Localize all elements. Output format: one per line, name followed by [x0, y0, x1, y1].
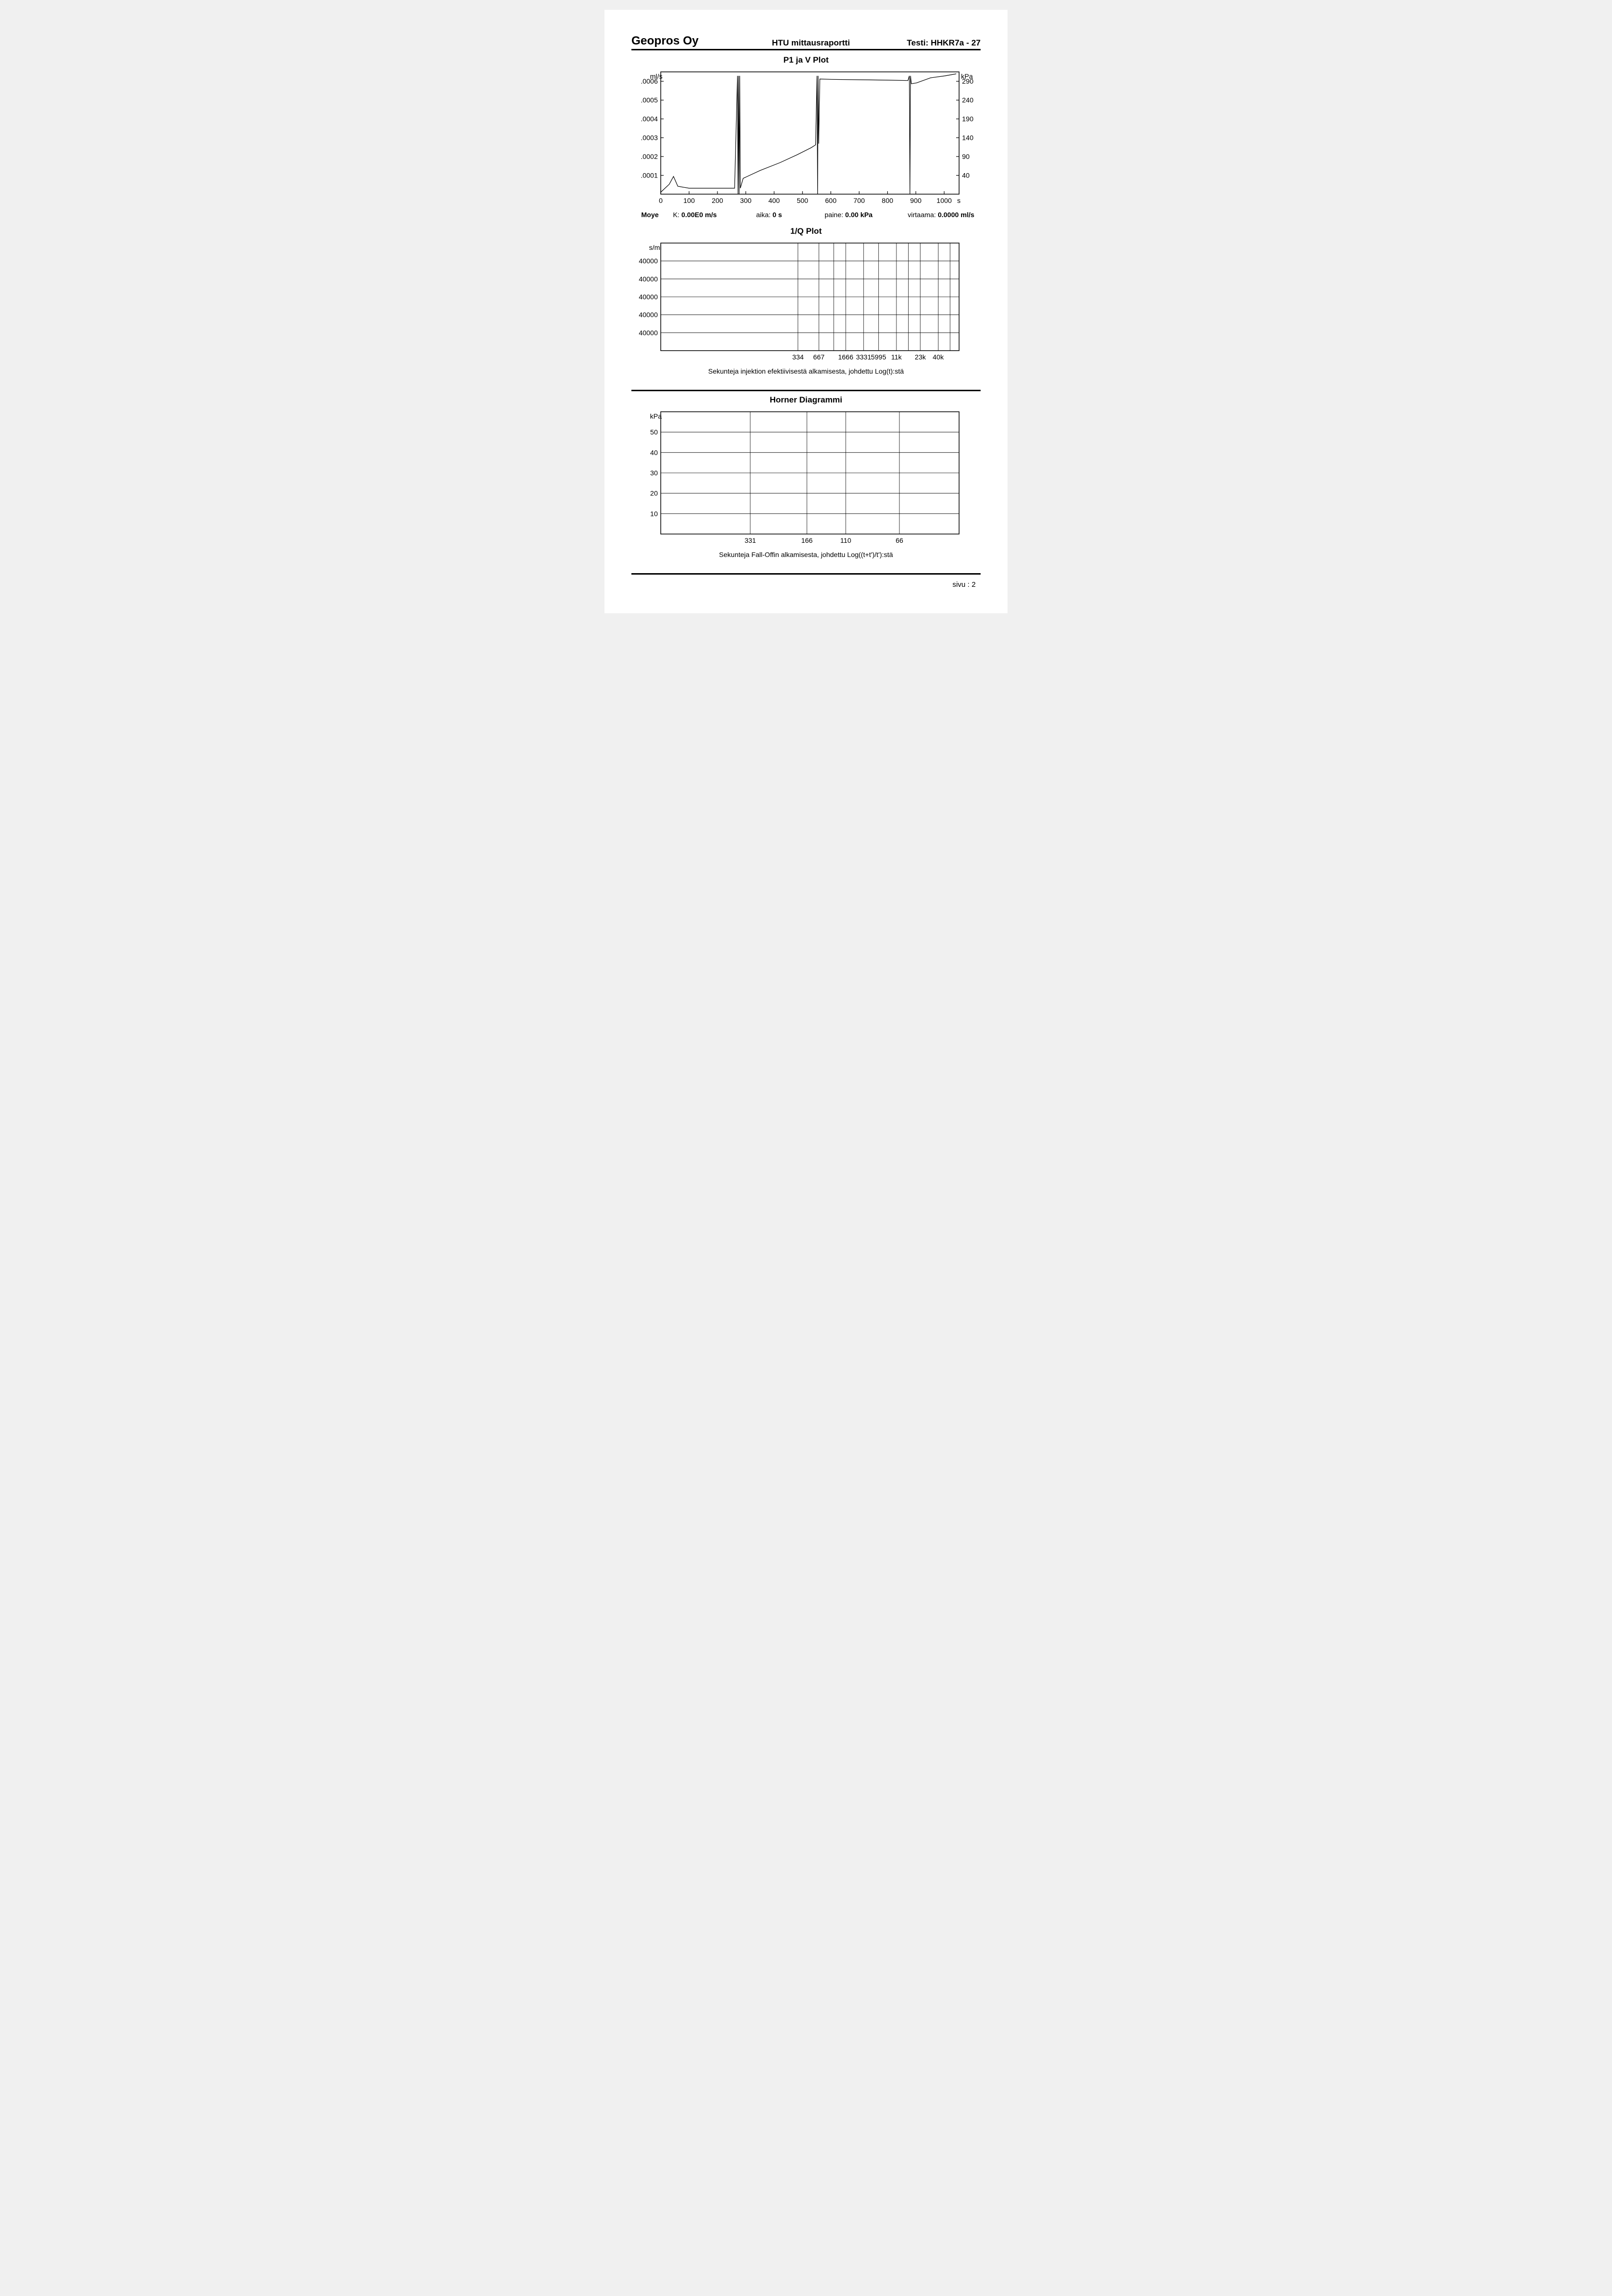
svg-text:.0001: .0001	[641, 172, 658, 179]
svg-text:500: 500	[797, 197, 808, 204]
svg-text:300: 300	[740, 197, 752, 204]
svg-text:1666: 1666	[838, 353, 853, 361]
report-title: HTU mittausraportti	[739, 38, 883, 50]
test-id: Testi: HHKR7a - 27	[883, 38, 981, 50]
svg-text:240: 240	[962, 96, 974, 104]
svg-text:50: 50	[650, 428, 658, 436]
svg-text:100: 100	[683, 197, 695, 204]
page-number: 2	[972, 580, 976, 589]
svg-text:30: 30	[650, 469, 658, 477]
svg-text:110: 110	[840, 536, 851, 544]
svg-text:40: 40	[650, 448, 658, 456]
k-value: 0.00E0 m/s	[681, 211, 716, 219]
chart1-svg: .0001.0002.0003.0004.0005.0006ml/s409014…	[631, 67, 974, 209]
moye-row: Moye K: 0.00E0 m/s aika: 0 s paine: 0.00…	[631, 209, 981, 223]
svg-text:.0005: .0005	[641, 96, 658, 104]
svg-text:40k: 40k	[933, 353, 944, 361]
svg-text:0: 0	[659, 197, 663, 204]
chart1-container: .0001.0002.0003.0004.0005.0006ml/s409014…	[631, 67, 981, 209]
svg-text:s: s	[957, 197, 961, 204]
chart2-caption: Sekunteja injektion efektiivisestä alkam…	[631, 367, 981, 375]
aika-label: aika:	[756, 211, 771, 219]
chart3-svg: 10 20 30 40 50 kPa 331 166 110 66	[631, 407, 974, 549]
svg-text:40000: 40000	[639, 293, 658, 301]
svg-text:40000: 40000	[639, 275, 658, 283]
svg-text:.0002: .0002	[641, 153, 658, 160]
svg-text:23k: 23k	[915, 353, 926, 361]
svg-text:.0003: .0003	[641, 134, 658, 142]
svg-text:66: 66	[896, 536, 903, 544]
svg-text:s/ml: s/ml	[649, 244, 662, 251]
company-name: Geopros Oy	[631, 34, 739, 50]
svg-text:.0004: .0004	[641, 115, 658, 123]
svg-text:334: 334	[792, 353, 804, 361]
chart2-container: 40000 40000 40000 40000 40000 s/ml 334 667 16663…	[631, 238, 981, 365]
report-page: Geopros Oy HTU mittausraportti Testi: HH…	[604, 10, 1008, 613]
svg-text:11k: 11k	[891, 353, 902, 361]
chart2-title: 1/Q Plot	[631, 226, 981, 236]
svg-text:667: 667	[813, 353, 825, 361]
paine-value: 0.00 kPa	[845, 211, 873, 219]
svg-text:kPa: kPa	[961, 72, 973, 80]
svg-text:40: 40	[962, 172, 970, 179]
svg-text:90: 90	[962, 153, 970, 160]
page-label: sivu :	[952, 580, 969, 589]
svg-text:40000: 40000	[639, 311, 658, 319]
chart1-title: P1 ja V Plot	[631, 55, 981, 65]
svg-text:900: 900	[910, 197, 922, 204]
svg-text:331: 331	[744, 536, 756, 544]
chart2-svg: 40000 40000 40000 40000 40000 s/ml 334 667 16663…	[631, 238, 974, 365]
paine-label: paine:	[825, 211, 843, 219]
svg-text:140: 140	[962, 134, 974, 142]
svg-text:40000: 40000	[639, 257, 658, 265]
chart3-caption: Sekunteja Fall-Offin alkamisesta, johdet…	[631, 551, 981, 558]
svg-text:1000: 1000	[937, 197, 952, 204]
moye-label: Moye	[641, 211, 659, 219]
divider	[631, 390, 981, 391]
svg-text:166: 166	[801, 536, 813, 544]
k-label: K:	[673, 211, 679, 219]
page-footer: sivu : 2	[631, 580, 981, 589]
svg-text:10: 10	[650, 510, 658, 517]
chart3-title: Horner Diagrammi	[631, 395, 981, 405]
svg-text:190: 190	[962, 115, 974, 123]
svg-text:40000: 40000	[639, 329, 658, 336]
svg-text:5995: 5995	[871, 353, 886, 361]
aika-value: 0 s	[772, 211, 782, 219]
page-header: Geopros Oy HTU mittausraportti Testi: HH…	[631, 34, 981, 50]
virtaama-value: 0.0000 ml/s	[938, 211, 974, 219]
chart3-container: 10 20 30 40 50 kPa 331 166 110 66	[631, 407, 981, 549]
svg-text:20: 20	[650, 490, 658, 497]
footer-divider	[631, 573, 981, 575]
svg-text:200: 200	[712, 197, 723, 204]
svg-text:800: 800	[882, 197, 894, 204]
svg-text:ml/s: ml/s	[650, 72, 663, 80]
svg-text:700: 700	[853, 197, 865, 204]
svg-text:400: 400	[768, 197, 780, 204]
svg-text:3331: 3331	[856, 353, 871, 361]
svg-text:kPa: kPa	[650, 412, 662, 420]
svg-text:600: 600	[825, 197, 837, 204]
virtaama-label: virtaama:	[908, 211, 936, 219]
